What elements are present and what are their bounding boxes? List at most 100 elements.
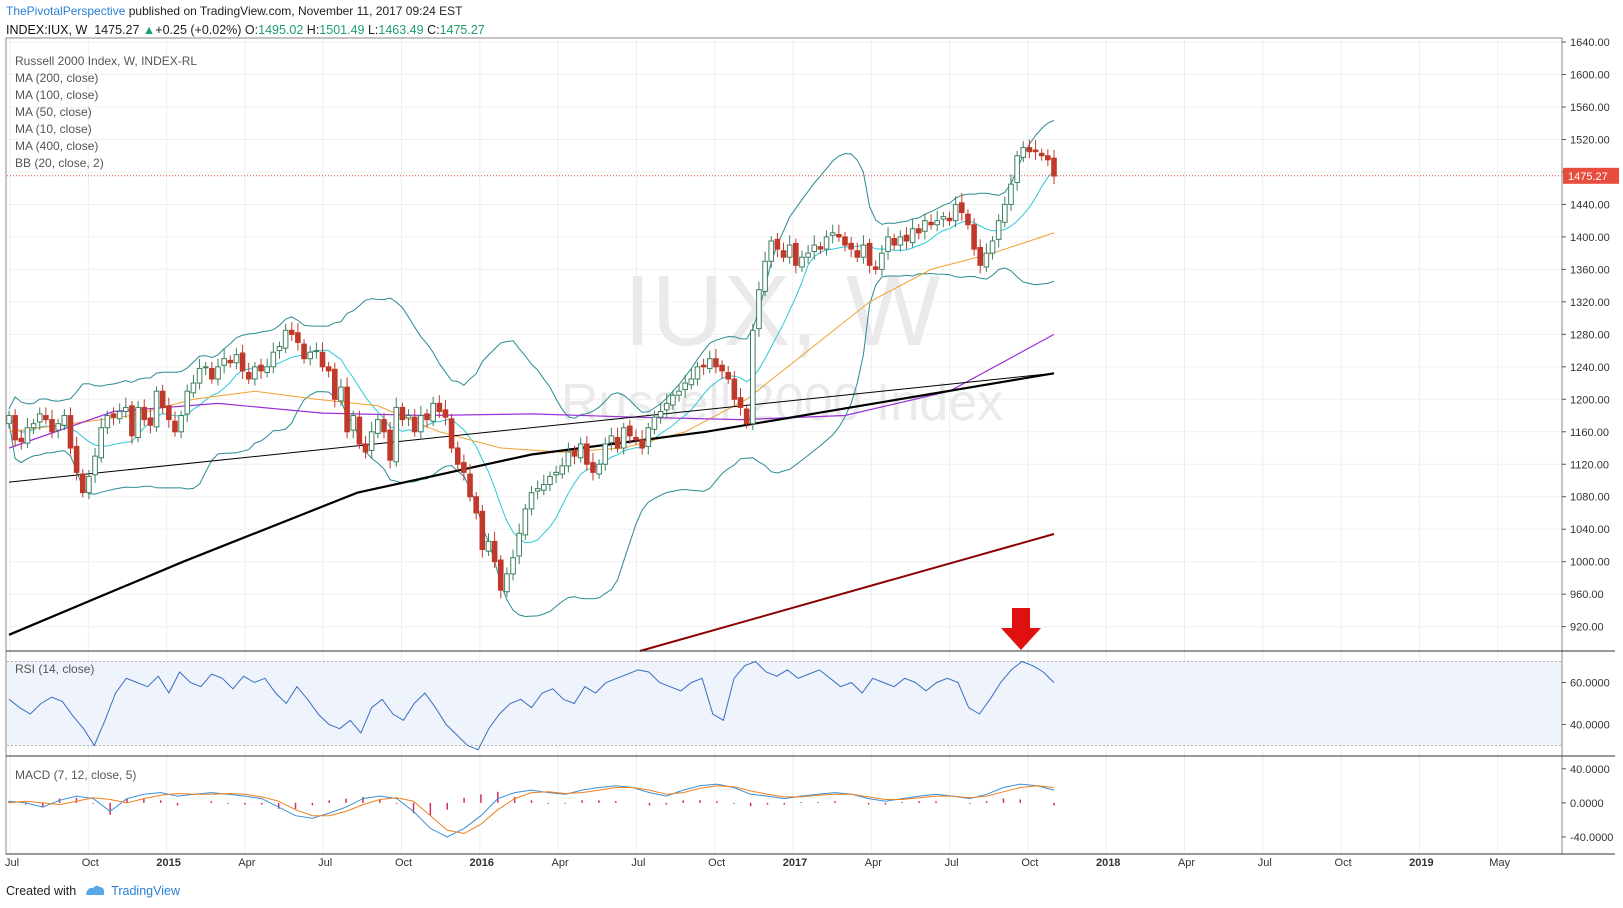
tradingview-link[interactable]: TradingView — [111, 884, 180, 898]
candle-down — [473, 496, 479, 514]
candle-down — [73, 445, 80, 473]
candle-down — [227, 359, 234, 364]
legend-ma50[interactable]: MA (50, close) — [15, 105, 92, 119]
x-tick-label: Oct — [1335, 857, 1352, 869]
candle-up — [61, 415, 68, 426]
rsi-pane-title[interactable]: RSI (14, close) — [15, 662, 95, 676]
candle-up — [762, 260, 768, 292]
candle-up — [602, 443, 609, 465]
candle-up — [135, 406, 141, 438]
open-label: O: — [244, 23, 259, 37]
candle-up — [663, 402, 670, 411]
candle-down — [147, 417, 154, 426]
legend-ma200[interactable]: MA (200, close) — [15, 71, 99, 85]
candle-up — [528, 492, 535, 510]
candle-up — [559, 465, 566, 475]
author-link[interactable]: ThePivotalPerspective — [6, 4, 126, 18]
candle-down — [159, 390, 166, 408]
candle-up — [276, 346, 283, 352]
up-triangle-icon: ▲ — [142, 23, 156, 37]
publish-line: ThePivotalPerspective published on Tradi… — [6, 4, 463, 18]
candle-down — [1038, 152, 1045, 157]
candle-down — [245, 372, 252, 380]
x-tick-label: Oct — [395, 857, 412, 869]
candle-down — [793, 242, 799, 266]
candle-down — [700, 364, 707, 368]
y-tick-label: 1120.00 — [1570, 459, 1609, 471]
candle-up — [682, 382, 688, 391]
last-price-label: 1475.27 — [1568, 171, 1608, 183]
macd-pane-title[interactable]: MACD (7, 12, close, 5) — [15, 768, 137, 782]
candle-up — [860, 244, 867, 258]
legend-ma10[interactable]: MA (10, close) — [15, 122, 92, 136]
legend-bb[interactable]: BB (20, close, 2) — [15, 156, 104, 170]
candle-down — [743, 408, 750, 425]
candle-up — [547, 475, 553, 486]
candle-down — [448, 418, 455, 449]
indicator-lines — [7, 119, 1562, 652]
candle-down — [854, 250, 861, 258]
candle-up — [897, 236, 904, 246]
x-tick-label: Jul — [5, 857, 19, 869]
candle-down — [331, 368, 338, 400]
legend-ma100[interactable]: MA (100, close) — [15, 88, 99, 102]
candle-down — [627, 425, 633, 437]
symbol-name[interactable]: INDEX:IUX, W — [6, 23, 88, 37]
candle-up — [190, 382, 197, 394]
candle-down — [209, 367, 215, 380]
candle-up — [608, 435, 615, 443]
candle-up — [104, 415, 111, 429]
candle-down — [454, 447, 461, 465]
candle-down — [479, 510, 486, 551]
candle-up — [879, 252, 885, 270]
legend-ma400[interactable]: MA (400, close) — [15, 139, 99, 153]
candle-up — [86, 475, 92, 494]
y-tick-label: 60.0000 — [1570, 678, 1610, 690]
close-label: C: — [427, 23, 440, 37]
y-tick-label: 1280.00 — [1570, 329, 1610, 341]
candle-up — [510, 557, 516, 575]
y-tick-label: -40.0000 — [1570, 832, 1613, 844]
candle-up — [6, 415, 12, 425]
x-tick-label: Jul — [945, 857, 959, 869]
candle-up — [934, 220, 941, 226]
candle-down — [436, 402, 443, 412]
candle-up — [252, 366, 258, 380]
candle-down — [325, 366, 332, 372]
x-tick-label: Apr — [238, 857, 255, 869]
y-tick-label: 1360.00 — [1570, 264, 1610, 276]
y-tick-label: 1000.00 — [1570, 557, 1610, 569]
y-tick-label: 1200.00 — [1570, 394, 1610, 406]
candle-up — [418, 415, 424, 433]
candle-down — [381, 419, 387, 433]
candle-up — [786, 244, 793, 258]
candle-down — [731, 378, 738, 400]
candle-up — [338, 386, 344, 402]
candle-down — [461, 462, 467, 473]
candle-down — [172, 420, 178, 433]
last-price: 1475.27 — [94, 23, 140, 37]
candle-down — [129, 405, 135, 437]
candle-up — [811, 244, 818, 253]
y-tick-label: 1520.00 — [1570, 134, 1610, 146]
candle-down — [319, 351, 326, 368]
candle-down — [977, 246, 984, 266]
candle-up — [92, 455, 98, 476]
legend-title[interactable]: Russell 2000 Index, W, INDEX-RL — [15, 54, 198, 68]
x-tick-label: 2019 — [1409, 857, 1433, 869]
x-tick-label: Oct — [1021, 857, 1038, 869]
candle-down — [411, 416, 418, 433]
candle-down — [614, 436, 621, 449]
candle-down — [639, 439, 645, 449]
ma100-line — [8, 333, 1055, 449]
candle-up — [202, 366, 209, 369]
candle-down — [836, 233, 842, 238]
down-arrow-icon — [1001, 608, 1041, 650]
x-tick-label: Jul — [631, 857, 645, 869]
candle-down — [737, 397, 744, 408]
rsi-band — [7, 661, 1562, 746]
candle-down — [842, 236, 848, 246]
candle-down — [817, 246, 824, 250]
candle-down — [497, 559, 504, 591]
candle-up — [36, 413, 43, 423]
